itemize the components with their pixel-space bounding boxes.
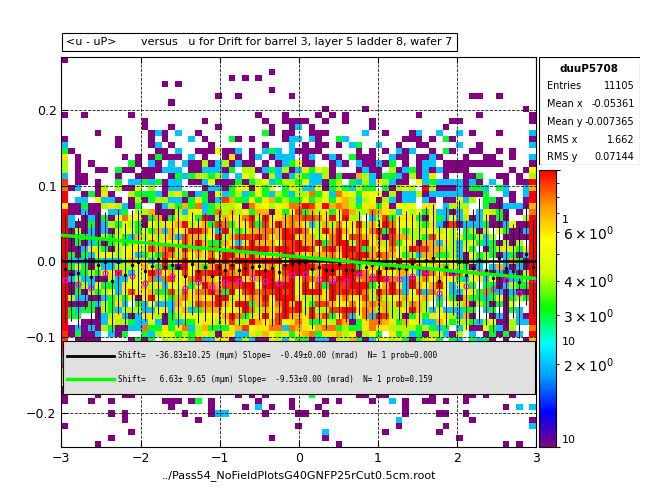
Text: <u - uP>       versus   u for Drift for barrel 3, layer 5 ladder 8, wafer 7: <u - uP> versus u for Drift for barrel 3…: [66, 37, 452, 47]
Text: RMS y: RMS y: [547, 153, 578, 163]
Text: 0.07144: 0.07144: [595, 153, 634, 163]
Text: RMS x: RMS x: [547, 134, 578, 145]
Text: Shift=   6.63± 9.65 (mμm) Slope=  -9.53±0.00 (mrad)  N= 1 prob=0.159: Shift= 6.63± 9.65 (mμm) Slope= -9.53±0.0…: [118, 374, 433, 384]
Text: Mean y: Mean y: [547, 117, 583, 126]
Bar: [63, 341, 535, 394]
Text: Entries: Entries: [547, 81, 581, 91]
Text: 1: 1: [562, 215, 569, 225]
Text: -0.05361: -0.05361: [591, 99, 634, 109]
Text: 10: 10: [562, 435, 576, 445]
Text: Shift=  -36.83±10.25 (mμm) Slope=  -0.49±0.00 (mrad)  N= 1 prob=0.000: Shift= -36.83±10.25 (mμm) Slope= -0.49±0…: [118, 351, 437, 360]
Text: 11105: 11105: [604, 81, 634, 91]
Text: -0.007365: -0.007365: [585, 117, 634, 126]
X-axis label: ../Pass54_NoFieldPlotsG40GNFP25rCut0.5cm.root: ../Pass54_NoFieldPlotsG40GNFP25rCut0.5cm…: [162, 470, 436, 481]
Text: 1.662: 1.662: [607, 134, 634, 145]
Text: duuP5708: duuP5708: [560, 64, 619, 75]
Text: Mean x: Mean x: [547, 99, 583, 109]
Text: 10: 10: [562, 337, 576, 347]
